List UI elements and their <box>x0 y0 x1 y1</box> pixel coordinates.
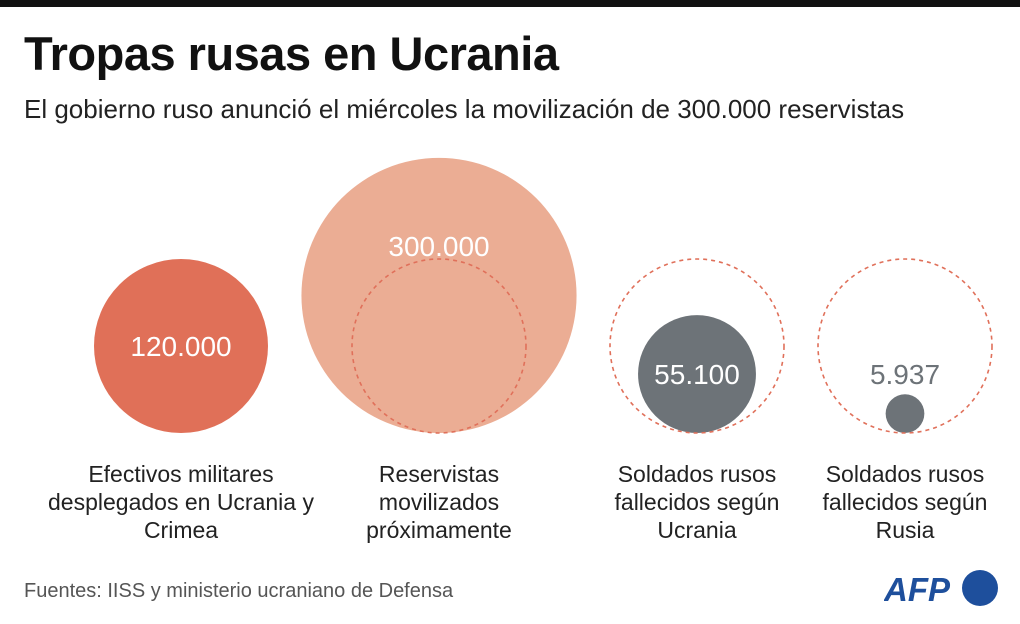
value-label-1: 300.000 <box>388 231 489 262</box>
value-label-3: 5.937 <box>870 359 940 390</box>
bubble-chart: 120.000 300.000 55.100 5.937 <box>94 157 993 434</box>
label-reservists: Reservistas movilizados próximamente <box>366 461 512 543</box>
chart-subtitle: El gobierno ruso anunció el miércoles la… <box>24 94 905 124</box>
afp-logo-dot <box>962 570 998 606</box>
bubble-0 <box>94 259 268 433</box>
bubble-2 <box>638 315 756 434</box>
label-deaths-ukraine: Soldados rusos fallecidos según Ucrania <box>614 461 780 543</box>
label-deaths-russia: Soldados rusos fallecidos según Rusia <box>822 461 988 543</box>
value-label-0: 120.000 <box>130 331 231 362</box>
reference-dashed-circle-3 <box>817 258 993 434</box>
value-label-2: 55.100 <box>654 359 740 390</box>
reference-dashed-circle-1 <box>351 258 527 434</box>
reference-dashed-circle-2 <box>609 258 785 434</box>
top-bar <box>0 0 1020 7</box>
bubble-1 <box>301 157 577 433</box>
afp-logo-text: AFP <box>884 571 951 608</box>
chart-title: Tropas rusas en Ucrania <box>24 27 559 80</box>
source-note: Fuentes: IISS y ministerio ucraniano de … <box>24 580 454 602</box>
bubble-3 <box>885 394 925 434</box>
label-deployed: Efectivos militares desplegados en Ucran… <box>48 461 314 543</box>
afp-logo: AFP <box>884 570 998 608</box>
